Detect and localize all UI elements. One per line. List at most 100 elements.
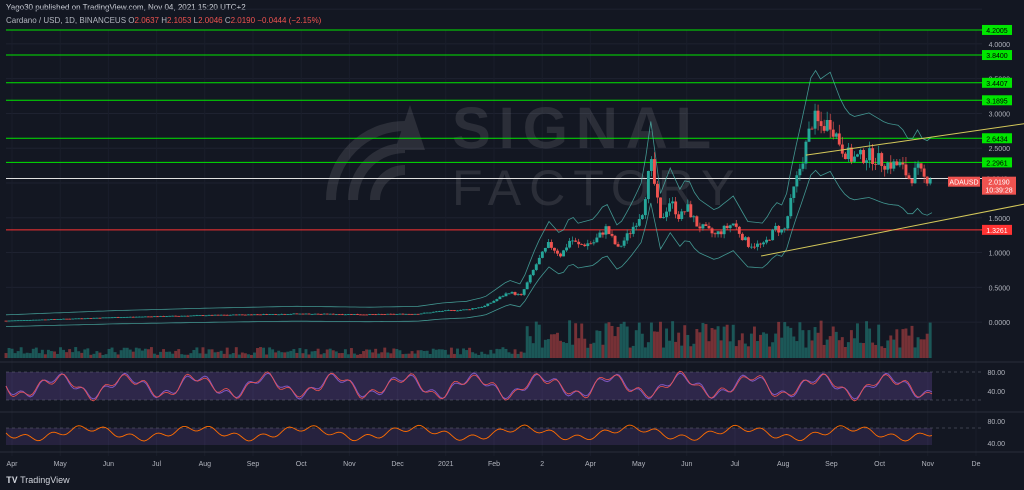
candle-body bbox=[95, 317, 99, 319]
candle-body bbox=[868, 148, 872, 161]
candle-body bbox=[759, 243, 762, 245]
volume-bar bbox=[368, 349, 372, 358]
level-label-box bbox=[982, 77, 1012, 88]
volume-bar bbox=[159, 351, 162, 358]
volume-bar bbox=[137, 348, 141, 358]
volume-bar bbox=[437, 349, 441, 358]
volume-bar bbox=[146, 349, 150, 358]
volume-bar bbox=[819, 320, 823, 358]
candle-body bbox=[765, 239, 769, 243]
volume-bar bbox=[231, 353, 235, 358]
volume-bar bbox=[89, 354, 93, 358]
volume-bar bbox=[371, 352, 375, 358]
volume-bar bbox=[307, 354, 311, 358]
volume-bar bbox=[919, 339, 923, 358]
candle-body bbox=[228, 314, 232, 316]
candle-body bbox=[559, 253, 562, 257]
candle-body bbox=[916, 163, 920, 168]
x-axis-tick: Jun bbox=[103, 461, 114, 468]
candle-body bbox=[495, 299, 499, 302]
candle-body bbox=[807, 128, 811, 142]
watermark-arc-icon bbox=[348, 143, 406, 201]
level-label-box bbox=[982, 50, 1012, 61]
level-label: 2.2961 bbox=[986, 160, 1008, 167]
volume-bar bbox=[56, 353, 59, 358]
candle-body bbox=[310, 313, 314, 315]
volume-bar bbox=[201, 347, 205, 358]
volume-bar bbox=[783, 322, 787, 358]
watermark-arc-icon bbox=[326, 121, 406, 201]
candle-body bbox=[180, 315, 184, 317]
candle-body bbox=[689, 204, 693, 218]
candle-body bbox=[413, 313, 417, 315]
candle-body bbox=[149, 316, 153, 318]
candle-body bbox=[492, 301, 496, 303]
candle-body bbox=[898, 162, 902, 166]
volume-bar bbox=[128, 349, 132, 358]
volume-bar bbox=[668, 340, 672, 358]
volume-bar bbox=[428, 354, 432, 358]
candle-body bbox=[262, 314, 266, 315]
volume-bar bbox=[495, 348, 499, 358]
candle-body bbox=[80, 318, 84, 320]
volume-bar bbox=[122, 347, 126, 358]
symbol-name[interactable]: Cardano / USD, 1D, BINANCEUS bbox=[6, 16, 127, 25]
volume-bar bbox=[886, 340, 890, 358]
candle-body bbox=[65, 318, 69, 320]
volume-bar bbox=[768, 346, 772, 358]
volume-bar bbox=[219, 350, 223, 358]
candle-body bbox=[540, 251, 544, 258]
volume-bar bbox=[25, 352, 29, 358]
osc-tick: 40.00 bbox=[987, 441, 1005, 448]
volume-bar bbox=[701, 322, 705, 358]
bollinger-lower bbox=[5, 169, 933, 327]
volume-bar bbox=[674, 341, 678, 358]
volume-bar bbox=[449, 347, 453, 358]
candle-body bbox=[49, 319, 53, 320]
volume-bar bbox=[622, 321, 626, 358]
candle-body bbox=[728, 225, 732, 229]
volume-bar bbox=[589, 343, 593, 358]
candle-body bbox=[359, 314, 362, 316]
volume-bar bbox=[604, 323, 608, 358]
candle-body bbox=[386, 313, 390, 315]
x-axis-tick: Oct bbox=[874, 461, 885, 468]
symbol-tag-box bbox=[948, 176, 980, 187]
candle-body bbox=[734, 223, 738, 227]
volume-bar bbox=[846, 342, 850, 358]
x-axis-tick: Jun bbox=[681, 461, 692, 468]
x-axis-tick: Feb bbox=[488, 461, 500, 468]
volume-bar bbox=[507, 352, 511, 358]
candle-body bbox=[513, 292, 517, 295]
volume-bar bbox=[340, 353, 344, 358]
watermark-line2: FACTORY bbox=[452, 160, 742, 216]
bollinger-upper bbox=[5, 69, 933, 316]
volume-bar bbox=[301, 353, 305, 358]
x-axis-tick: De bbox=[972, 461, 981, 468]
candle-body bbox=[659, 197, 662, 219]
volume-bar bbox=[625, 326, 629, 358]
volume-bar bbox=[737, 340, 741, 358]
volume-bar bbox=[213, 352, 217, 358]
candle-body bbox=[607, 226, 611, 234]
volume-bar bbox=[180, 354, 184, 358]
candle-body bbox=[289, 313, 293, 315]
candle-body bbox=[810, 128, 814, 130]
volume-bar bbox=[268, 347, 272, 358]
candle-body bbox=[640, 215, 644, 220]
volume-bar bbox=[486, 354, 490, 358]
volume-bar bbox=[843, 347, 847, 358]
volume-bar bbox=[131, 351, 135, 358]
volume-bar bbox=[834, 331, 838, 358]
volume-bar bbox=[801, 330, 805, 358]
volume-bar bbox=[907, 335, 911, 358]
volume-bar bbox=[277, 350, 281, 358]
tradingview-brand[interactable]: 𝐓𝐕 TradingView bbox=[6, 475, 70, 486]
ohlc-key-h: H bbox=[158, 16, 167, 25]
candle-body bbox=[98, 317, 102, 319]
volume-bar bbox=[574, 323, 578, 358]
volume-bar bbox=[722, 326, 726, 358]
volume-bar bbox=[95, 351, 99, 358]
candle-body bbox=[489, 302, 493, 304]
